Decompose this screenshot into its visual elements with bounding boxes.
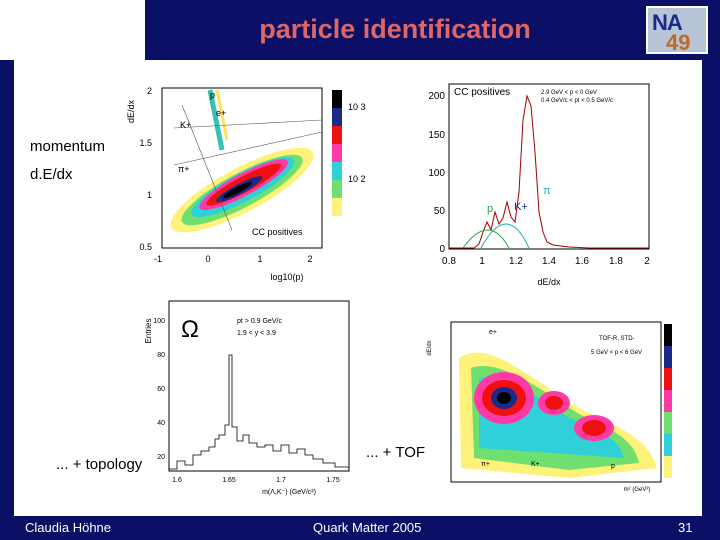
omega-ylabel: Entries [144, 319, 153, 344]
dedx-map-ytick: 2 [147, 86, 152, 96]
tof-particle-k: K+ [531, 461, 540, 468]
logo-text-top: NA [652, 10, 683, 35]
footer-author: Claudia Höhne [25, 520, 112, 535]
hist-ytick: 200 [428, 91, 445, 102]
hist-xtick: 1 [479, 256, 485, 267]
hist-particle-p: p [487, 203, 493, 215]
label-tof: ... + TOF [366, 444, 426, 461]
left-border [0, 60, 14, 516]
tof-legend: 5 GeV < p < 6 GeV [591, 350, 642, 356]
dedx-map-legend: CC positives [252, 227, 303, 237]
tof-ylabel: dE/dx [427, 340, 433, 355]
hist-ytick: 150 [428, 130, 445, 141]
dedx-map-ztick: 10 3 [348, 102, 366, 112]
slide-content: dE/dx 2 1.5 1 0.5 -1 0 1 2 log10(p) CC p… [14, 60, 702, 516]
dedx-histogram: CC positives 2.9 GeV < p < 0 GeV 0.4 GeV… [428, 83, 650, 287]
hist-ytick: 0 [439, 244, 445, 255]
dedx-map-colorscale [332, 90, 342, 216]
dedx-map-ytick: 1.5 [139, 138, 152, 148]
logo-text-bottom: 49 [666, 30, 691, 55]
hist-ytick: 50 [434, 206, 446, 217]
tof-xlabel: m² (GeV²) [624, 487, 651, 493]
tof-colorscale [664, 324, 672, 478]
dedx-map-xtick: 0 [205, 254, 210, 264]
hist-title: CC positives [454, 87, 510, 98]
omega-xtick: 1.6 [172, 477, 182, 484]
omega-symbol: Ω [181, 316, 199, 343]
dedx-map-xtick: -1 [154, 254, 162, 264]
tof-particle-pi: π+ [481, 461, 490, 468]
omega-xlabel: m(Λ,K⁻) (GeV/c²) [262, 489, 316, 496]
hist-particle-pi: π [543, 185, 551, 197]
omega-xtick: 1.65 [222, 477, 236, 484]
tof-particle-e: e+ [489, 329, 497, 336]
dedx-map-xlabel: log10(p) [270, 272, 303, 282]
hist-xlabel: dE/dx [537, 277, 561, 287]
slide-title: particle identification [259, 14, 531, 44]
hist-xtick: 1.6 [575, 256, 589, 267]
dedx-map-ytick: 0.5 [139, 242, 152, 252]
tof-plot: dE/dx TOF-R, STD- 5 GeV < p < 6 GeV e+ π… [427, 321, 672, 493]
omega-xtick: 1.7 [276, 477, 286, 484]
particle-label-k: K+ [180, 120, 191, 130]
tof-particle-p: p [611, 463, 615, 470]
particle-label-pi: π+ [178, 164, 189, 174]
omega-ytick: 60 [157, 386, 165, 393]
particle-label-e: e+ [216, 108, 226, 118]
particle-label-p: p [210, 90, 215, 100]
label-momentum: momentum [30, 138, 106, 155]
omega-ytick: 20 [157, 454, 165, 461]
hist-xtick: 1.4 [542, 256, 556, 267]
omega-xtick: 1.75 [326, 477, 340, 484]
hist-cut: 0.4 GeV/c < pt < 0.5 GeV/c [541, 98, 613, 104]
omega-mass-plot: Entries Ω pt > 0.9 GeV/c 1.9 < y < 3.9 1… [144, 300, 350, 496]
header-logo-area [0, 0, 145, 60]
label-topology: ... + topology [56, 456, 143, 473]
hist-xtick: 1.8 [609, 256, 623, 267]
dedx-map-ylabel: dE/dx [126, 100, 136, 124]
dedx-map-xtick: 2 [307, 254, 312, 264]
hist-ytick: 100 [428, 168, 445, 179]
dedx-momentum-plot: dE/dx 2 1.5 1 0.5 -1 0 1 2 log10(p) CC p… [126, 86, 366, 282]
footer: Claudia Höhne Quark Matter 2005 31 [0, 516, 720, 540]
header-bar [145, 0, 720, 60]
label-dedx: d.E/dx [30, 166, 73, 183]
omega-cut: pt > 0.9 GeV/c [237, 318, 282, 325]
omega-ytick: 40 [157, 420, 165, 427]
dedx-map-ztick: 10 2 [348, 174, 366, 184]
dedx-map-ytick: 1 [147, 190, 152, 200]
hist-xtick: 2 [644, 256, 650, 267]
right-border [702, 60, 720, 516]
hist-particle-k: K+ [514, 201, 528, 213]
omega-ytick: 80 [157, 352, 165, 359]
tof-legend: TOF-R, STD- [599, 336, 635, 342]
hist-xtick: 0.8 [442, 256, 456, 267]
hist-xtick: 1.2 [509, 256, 523, 267]
dedx-map-xtick: 1 [257, 254, 262, 264]
footer-page-number: 31 [678, 520, 693, 535]
na49-logo: NA 49 [646, 6, 708, 55]
omega-ytick: 100 [153, 318, 165, 325]
omega-cut: 1.9 < y < 3.9 [237, 330, 276, 337]
footer-conference: Quark Matter 2005 [313, 520, 422, 535]
hist-cut: 2.9 GeV < p < 0 GeV [541, 90, 597, 96]
